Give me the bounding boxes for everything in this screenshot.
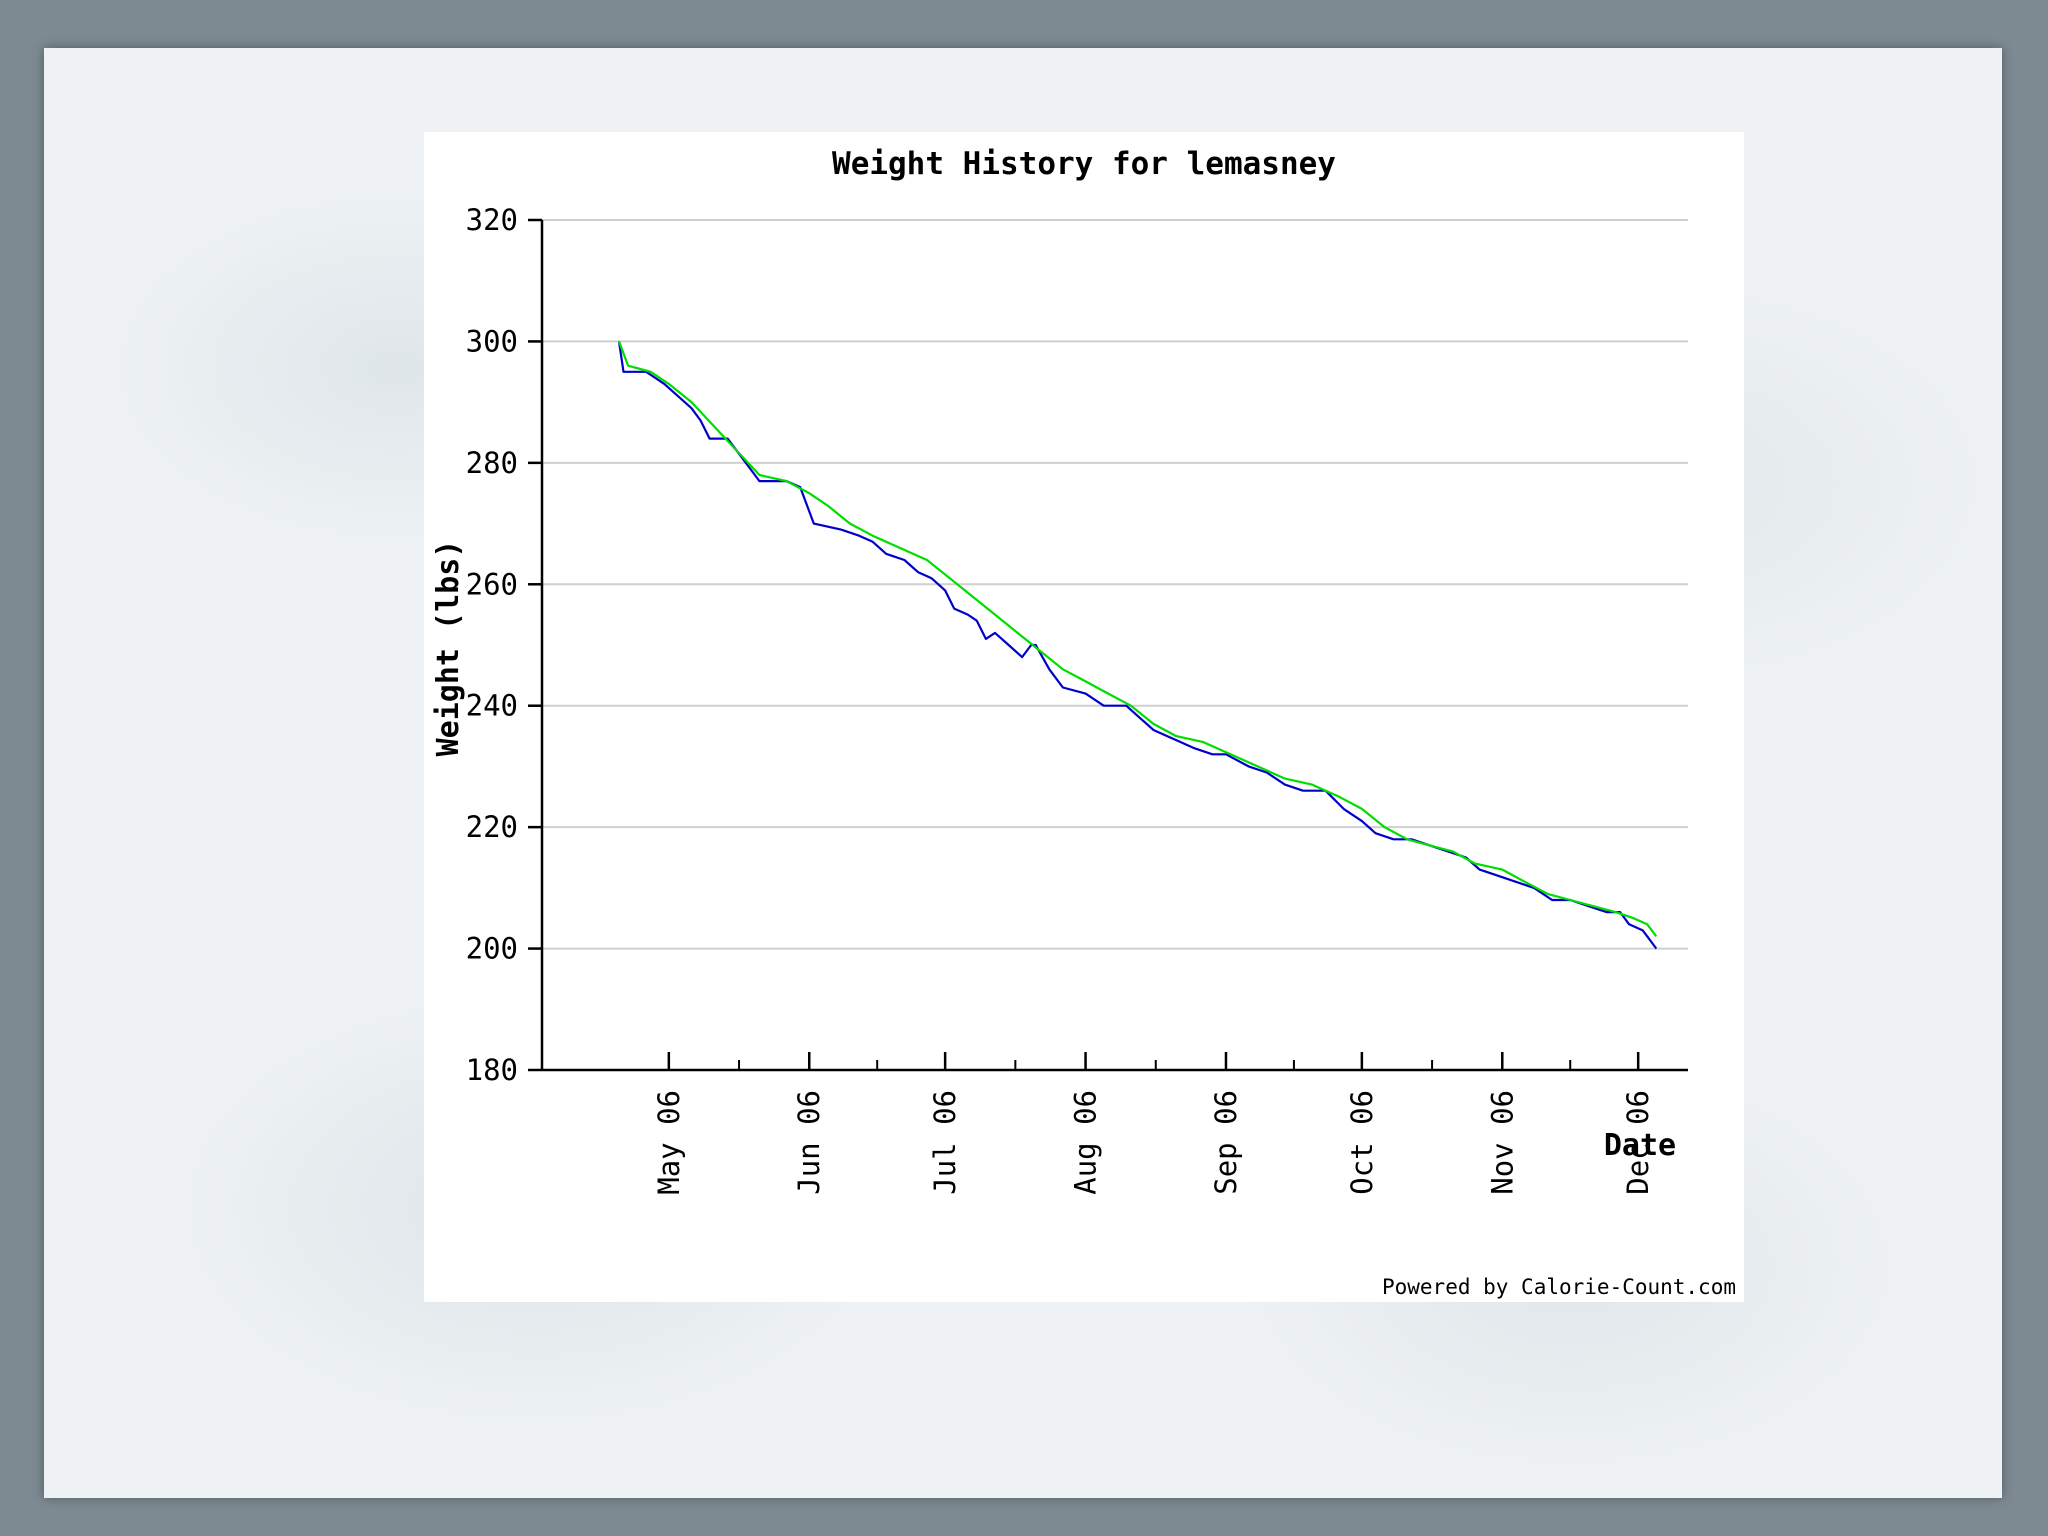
y-tick-label: 280: [466, 446, 518, 480]
x-tick-label: May 06: [652, 1090, 686, 1195]
x-tick-label: Oct 06: [1345, 1090, 1379, 1195]
chart-panel: Weight History for lemasney 180 200 220 240…: [424, 132, 1744, 1302]
y-tick-label: 320: [466, 203, 518, 237]
x-tick-label: Dec 06: [1621, 1090, 1655, 1195]
x-tick-label: Nov 06: [1485, 1090, 1519, 1195]
y-axis-label: Weight (lbs): [431, 540, 466, 757]
x-axis-label: Date: [1604, 1128, 1676, 1163]
series-line-1: [617, 341, 1658, 950]
y-tick-label: 180: [466, 1053, 518, 1087]
powered-by-credit: Powered by Calorie-Count.com: [1382, 1275, 1736, 1299]
chart-title: Weight History for lemasney: [832, 146, 1336, 182]
y-tick-label: 300: [466, 324, 518, 358]
series-line-2: [617, 341, 1658, 938]
x-tick-label: Jun 06: [792, 1090, 826, 1195]
slide-frame: Weight History for lemasney 180 200 220 240…: [44, 48, 2002, 1498]
series-layer: [617, 341, 1658, 950]
y-tick-label: 240: [466, 689, 518, 723]
y-tick-label: 260: [466, 567, 518, 601]
y-tick-label: 200: [466, 932, 518, 966]
y-tick-label: 220: [466, 810, 518, 844]
x-tick-label: Aug 06: [1069, 1090, 1103, 1195]
weight-chart: Weight History for lemasney 180 200 220 240…: [431, 146, 1736, 1299]
x-axis-ticks: May 06 Jun 06 Jul 06 Aug 06 Sep 06 Oct 06 Nov …: [652, 1052, 1655, 1195]
y-axis-ticks: 180 200 220 240 260 280 300 320: [466, 203, 542, 1087]
x-tick-label: Jul 06: [928, 1090, 962, 1195]
x-tick-label: Sep 06: [1209, 1090, 1243, 1195]
grid-lines: [542, 219, 1688, 950]
